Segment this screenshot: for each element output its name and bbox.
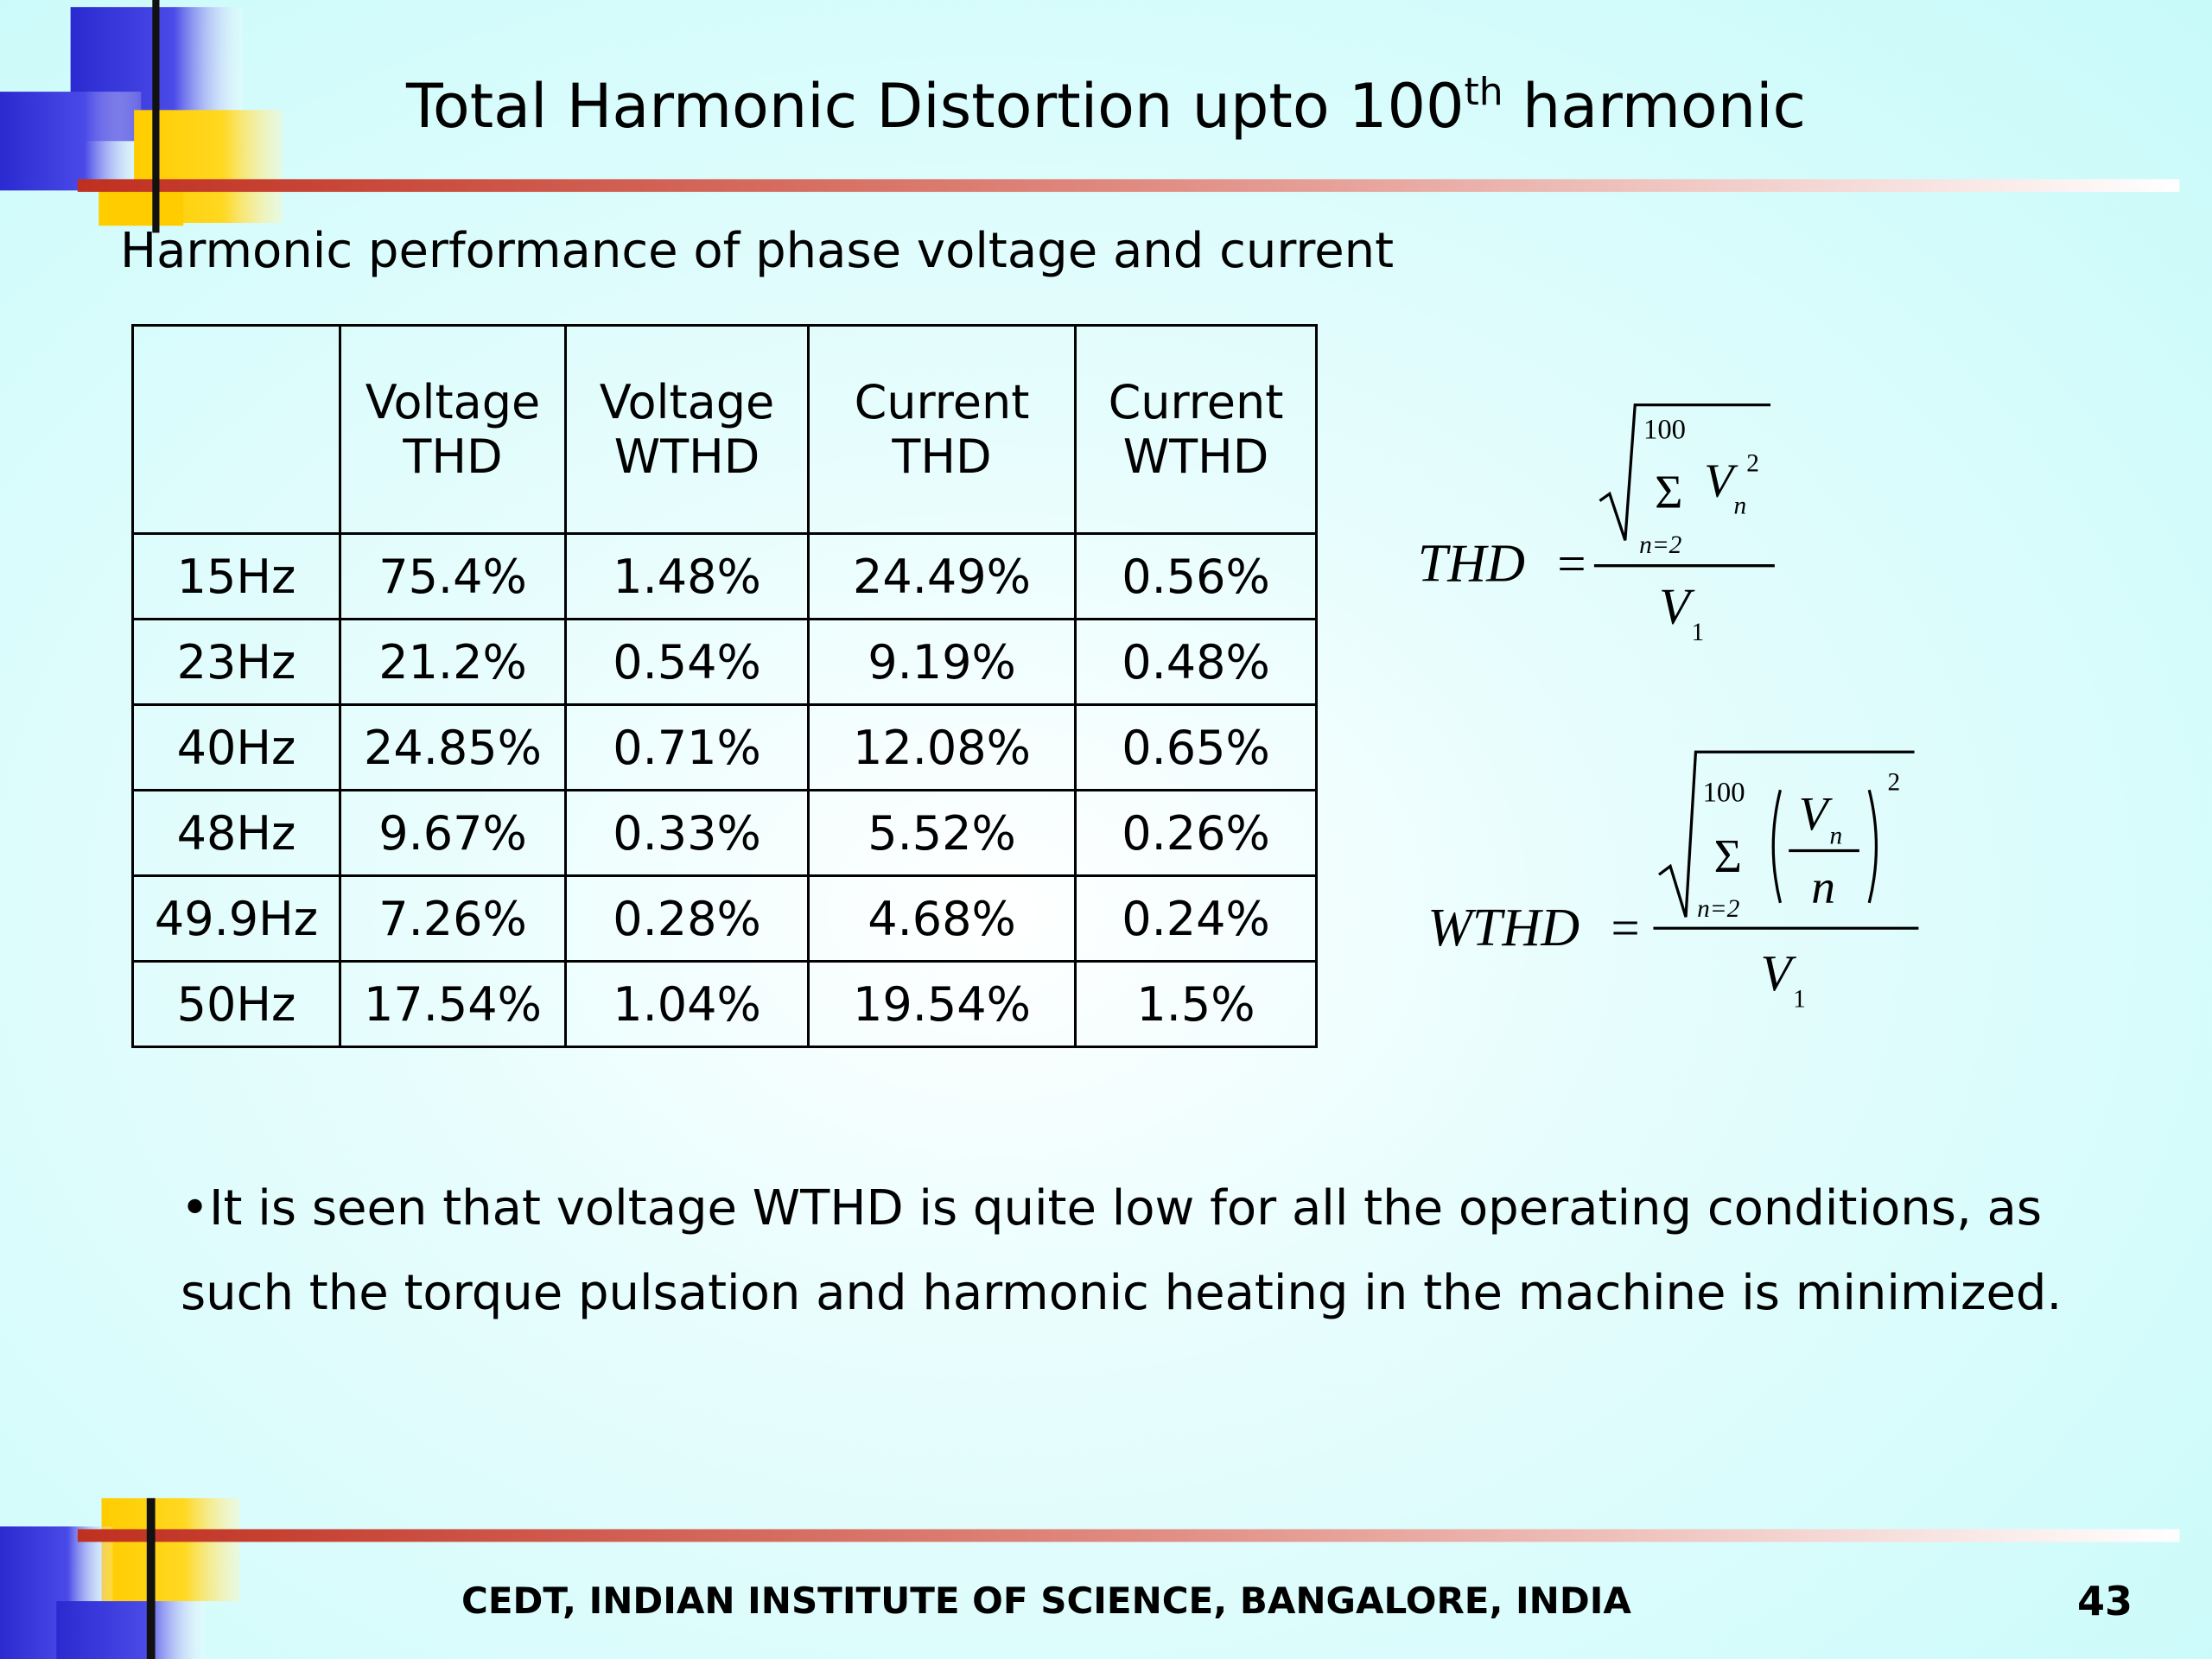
header-cell: Voltage THD <box>339 324 567 535</box>
header-cell <box>131 324 341 535</box>
table-cell: 15Hz <box>131 532 341 620</box>
table-row: 48Hz 9.67% 0.33% 5.52% 0.26% <box>131 789 1318 877</box>
table-cell: 1.5% <box>1074 960 1318 1048</box>
table-cell: 75.4% <box>339 532 567 620</box>
subtitle: Harmonic performance of phase voltage an… <box>120 223 1395 279</box>
title-rule <box>77 179 2180 193</box>
harmonic-table: Voltage THD Voltage WTHD Current THD Curren… <box>131 324 1318 1048</box>
table-cell: 49.9Hz <box>131 874 341 963</box>
table-cell: 4.68% <box>807 874 1077 963</box>
bullet-text: •It is seen that voltage WTHD is quite l… <box>181 1180 2063 1321</box>
table-cell: 0.24% <box>1074 874 1318 963</box>
divisor: V <box>1761 945 1797 1001</box>
table-cell: 0.65% <box>1074 703 1318 791</box>
sum-lower: n=2 <box>1639 531 1682 559</box>
table-cell: 0.54% <box>564 618 810 706</box>
title-superscript: th <box>1464 70 1503 114</box>
numerator: V <box>1799 788 1834 841</box>
formula-label: WTHD <box>1427 899 1580 957</box>
denominator: n <box>1811 861 1835 914</box>
table-cell: 21.2% <box>339 618 567 706</box>
term-power: 2 <box>1746 449 1759 477</box>
table-cell: 48Hz <box>131 789 341 877</box>
table-cell: 0.33% <box>564 789 810 877</box>
table-cell: 5.52% <box>807 789 1077 877</box>
footer-rule <box>77 1529 2180 1542</box>
table-cell: 23Hz <box>131 618 341 706</box>
table-row: 50Hz 17.54% 1.04% 19.54% 1.5% <box>131 960 1318 1048</box>
slide-title: Total Harmonic Distortion upto 100th har… <box>406 71 1806 142</box>
term: V <box>1704 455 1738 508</box>
deco-square <box>99 190 184 226</box>
table-row: 15Hz 75.4% 1.48% 24.49% 0.56% <box>131 532 1318 620</box>
table-row: 23Hz 21.2% 0.54% 9.19% 0.48% <box>131 618 1318 706</box>
table-cell: 0.48% <box>1074 618 1318 706</box>
divisor: V <box>1659 579 1695 635</box>
term-sub: n <box>1734 492 1747 519</box>
formula-equals: = <box>1611 900 1639 957</box>
divisor-sub: 1 <box>1692 619 1705 646</box>
title-text: harmonic <box>1503 71 1807 142</box>
table-cell: 24.85% <box>339 703 567 791</box>
deco-line <box>146 1497 156 1659</box>
table-row: 49.9Hz 7.26% 0.28% 4.68% 0.24% <box>131 874 1318 963</box>
header-cell: Current THD <box>807 324 1077 535</box>
power: 2 <box>1887 768 1900 796</box>
table-cell: 0.26% <box>1074 789 1318 877</box>
sum-upper: 100 <box>1703 777 1745 808</box>
deco-square <box>0 92 142 191</box>
table-cell: 50Hz <box>131 960 341 1048</box>
deco-line <box>152 0 160 233</box>
sum-upper: 100 <box>1643 415 1686 446</box>
sigma: Σ <box>1714 830 1742 883</box>
table-cell: 7.26% <box>339 874 567 963</box>
paren <box>1867 789 1878 904</box>
page-number: 43 <box>2077 1578 2133 1624</box>
table-row: 40Hz 24.85% 0.71% 12.08% 0.65% <box>131 703 1318 791</box>
table-row: Voltage THD Voltage WTHD Current THD Curren… <box>131 324 1318 535</box>
table-cell: 9.67% <box>339 789 567 877</box>
header-cell: Voltage WTHD <box>564 324 810 535</box>
title-text: Total Harmonic Distortion upto 100 <box>406 71 1465 142</box>
deco-square <box>101 1497 240 1602</box>
table-cell: 0.28% <box>564 874 810 963</box>
radical <box>1599 403 1770 541</box>
table-cell: 1.04% <box>564 960 810 1048</box>
paren <box>1771 789 1782 904</box>
table-cell: 1.48% <box>564 532 810 620</box>
table-cell: 17.54% <box>339 960 567 1048</box>
formula-equals: = <box>1557 537 1586 593</box>
divisor-sub: 1 <box>1793 986 1806 1014</box>
wthd-formula: WTHD = 100 Σ V n n 2 n=2 V 1 <box>1427 750 1919 1014</box>
formula-label: THD <box>1418 535 1525 594</box>
table-cell: 0.71% <box>564 703 810 791</box>
radical <box>1658 750 1915 918</box>
table-cell: 19.54% <box>807 960 1077 1048</box>
thd-formula: THD = 100 Σ V n 2 n=2 V 1 <box>1418 403 1775 646</box>
header-cell: Current WTHD <box>1074 324 1318 535</box>
table-cell: 24.49% <box>807 532 1077 620</box>
deco-square <box>56 1601 205 1659</box>
table-cell: 12.08% <box>807 703 1077 791</box>
table-cell: 40Hz <box>131 703 341 791</box>
footer-text: CEDT, INDIAN INSTITUTE OF SCIENCE, BANGA… <box>461 1580 1631 1622</box>
sum-lower: n=2 <box>1697 895 1740 923</box>
table-cell: 0.56% <box>1074 532 1318 620</box>
numerator-sub: n <box>1830 822 1843 849</box>
sigma: Σ <box>1655 467 1682 519</box>
table-cell: 9.19% <box>807 618 1077 706</box>
